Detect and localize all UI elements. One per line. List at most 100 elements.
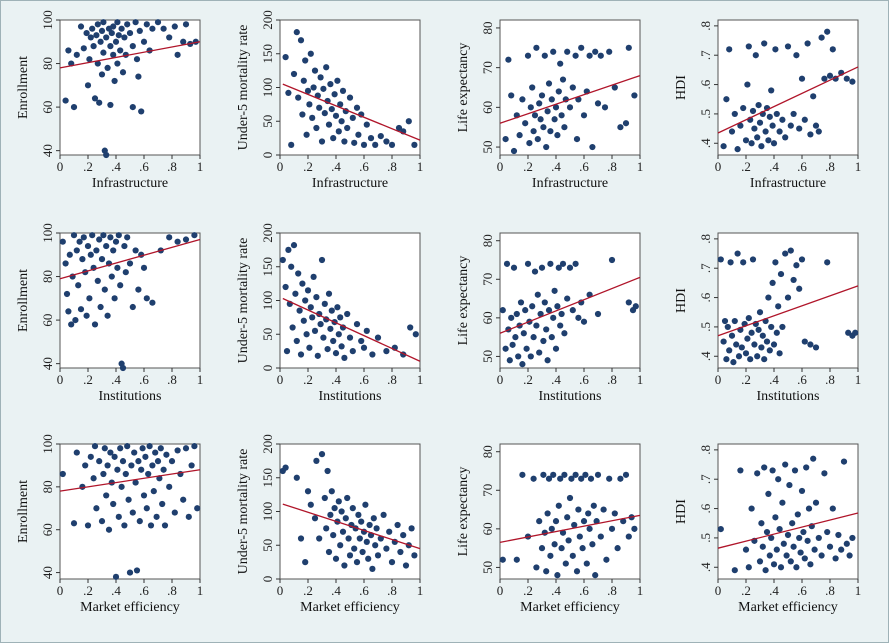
scatter-point <box>370 515 377 522</box>
scatter-point <box>569 307 576 314</box>
scatter-point <box>770 341 778 348</box>
scatter-point <box>161 522 169 529</box>
scatter-point <box>745 564 752 571</box>
y-tick-label: .6 <box>698 292 713 302</box>
y-tick-label: 60 <box>480 101 495 114</box>
x-tick-label: .4 <box>331 159 341 174</box>
scatter-point <box>129 509 136 516</box>
scatter-point <box>126 569 134 576</box>
scatter-point <box>136 518 143 525</box>
panel-inst-enroll: 0 .2 .4 .6 .8 1 40 60 80 100 Institutions Enrollmen… <box>16 223 203 404</box>
scatter-point <box>594 310 602 318</box>
scatter-point <box>573 568 581 575</box>
scatter-point <box>796 285 803 292</box>
scatter-point <box>554 132 561 139</box>
scatter-point <box>174 447 181 454</box>
scatter-point <box>793 564 800 571</box>
scatter-point <box>821 75 828 82</box>
x-tick-label: 1 <box>637 159 644 174</box>
scatter-point <box>505 56 512 63</box>
y-tick-label: 40 <box>40 566 55 579</box>
scatter-point <box>282 283 289 291</box>
scatter-point <box>313 457 320 464</box>
scatter-point <box>513 556 520 563</box>
y-axis-title: Enrollment <box>16 480 31 543</box>
scatter-point <box>147 522 155 529</box>
plot-area <box>59 232 201 369</box>
scatter-point <box>798 487 806 495</box>
scatter-point <box>353 559 361 566</box>
scatter-point <box>402 562 410 569</box>
scatter-point <box>126 29 134 37</box>
scatter-point <box>285 246 292 253</box>
fit-line <box>717 285 859 337</box>
x-tick-label: 1 <box>855 159 862 174</box>
scatter-point <box>826 543 834 550</box>
scatter-point <box>812 122 820 129</box>
x-axis-title: Market efficiency <box>300 600 400 615</box>
y-axis-title: Life expectancy <box>456 43 471 133</box>
scatter-point <box>759 543 766 550</box>
scatter-point <box>96 458 103 465</box>
scatter-point <box>128 462 135 469</box>
scatter-point <box>768 323 775 331</box>
scatter-point <box>810 455 817 462</box>
scatter-point <box>323 64 330 71</box>
scatter-point <box>331 91 338 98</box>
scatter-point <box>533 44 540 51</box>
scatter-point <box>740 259 747 266</box>
scatter-point <box>358 518 365 525</box>
scatter-point <box>762 128 769 135</box>
scatter-point <box>572 471 579 478</box>
scatter-point <box>803 464 810 471</box>
scatter-point <box>744 81 751 88</box>
scatter-point <box>784 531 792 539</box>
scatter-point <box>558 310 565 318</box>
scatter-point <box>531 268 539 275</box>
y-tick-label: .5 <box>698 533 713 543</box>
scatter-point <box>717 526 724 533</box>
scatter-point <box>330 135 337 142</box>
y-tick-label: .4 <box>698 562 713 572</box>
scatter-point <box>565 537 572 544</box>
scatter-point <box>111 453 118 460</box>
scatter-point <box>295 270 302 277</box>
panel-inst-mort: 0 .2 .4 .6 .8 1 0 50 100 150 200 Institutions Under-… <box>236 223 423 404</box>
scatter-point <box>388 141 396 148</box>
scatter-point <box>748 329 755 336</box>
scatter-point <box>516 132 523 139</box>
scatter-point <box>180 38 187 45</box>
scatter-point <box>585 510 592 517</box>
scatter-point <box>789 520 796 527</box>
scatter-point <box>765 490 772 497</box>
scatter-point <box>545 307 553 314</box>
scatter-point <box>73 449 80 456</box>
scatter-point <box>90 475 97 482</box>
scatter-point <box>569 84 576 91</box>
scatter-point <box>606 475 613 482</box>
fit-line <box>282 297 421 362</box>
scatter-point <box>826 72 834 79</box>
scatter-point <box>316 535 323 542</box>
x-tick-label: .2 <box>741 583 751 598</box>
scatter-point <box>509 341 516 348</box>
scatter-point <box>776 350 783 357</box>
scatter-point <box>779 499 786 506</box>
scatter-point <box>338 508 345 515</box>
scatter-point <box>512 334 519 341</box>
x-tick-label: 1 <box>197 583 204 598</box>
scatter-point <box>829 505 836 512</box>
scatter-point <box>721 317 729 325</box>
scatter-point <box>160 466 167 473</box>
scatter-point <box>318 256 326 264</box>
scatter-point <box>327 325 334 332</box>
scatter-point <box>576 533 583 540</box>
scatter-point <box>838 546 845 553</box>
scatter-point <box>153 513 160 520</box>
y-tick-label: 100 <box>260 291 275 311</box>
scatter-point <box>773 110 780 118</box>
scatter-point <box>111 77 118 85</box>
fit-line <box>59 469 201 492</box>
scatter-point <box>65 308 72 315</box>
y-tick-label: 40 <box>40 144 55 157</box>
